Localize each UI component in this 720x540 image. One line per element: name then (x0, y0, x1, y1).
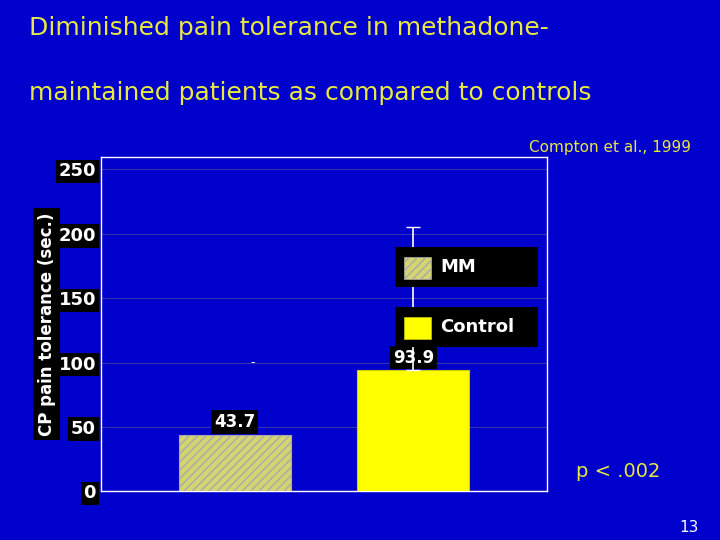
Text: p < .002: p < .002 (576, 462, 660, 481)
Text: Diminished pain tolerance in methadone-: Diminished pain tolerance in methadone- (29, 16, 549, 40)
FancyBboxPatch shape (405, 257, 431, 279)
Text: MM: MM (440, 258, 476, 276)
Text: Compton et al., 1999: Compton et al., 1999 (529, 140, 691, 156)
Text: Control: Control (440, 319, 514, 336)
Text: -: - (251, 356, 255, 369)
Text: maintained patients as compared to controls: maintained patients as compared to contr… (29, 81, 591, 105)
Text: 93.9: 93.9 (392, 349, 434, 367)
Text: 43.7: 43.7 (214, 413, 256, 431)
FancyBboxPatch shape (395, 247, 539, 287)
FancyBboxPatch shape (395, 307, 539, 347)
Bar (358, 370, 469, 491)
FancyBboxPatch shape (405, 318, 431, 339)
Text: 13: 13 (679, 519, 698, 535)
Bar (179, 435, 291, 491)
Y-axis label: CP pain tolerance (sec.): CP pain tolerance (sec.) (37, 212, 55, 436)
